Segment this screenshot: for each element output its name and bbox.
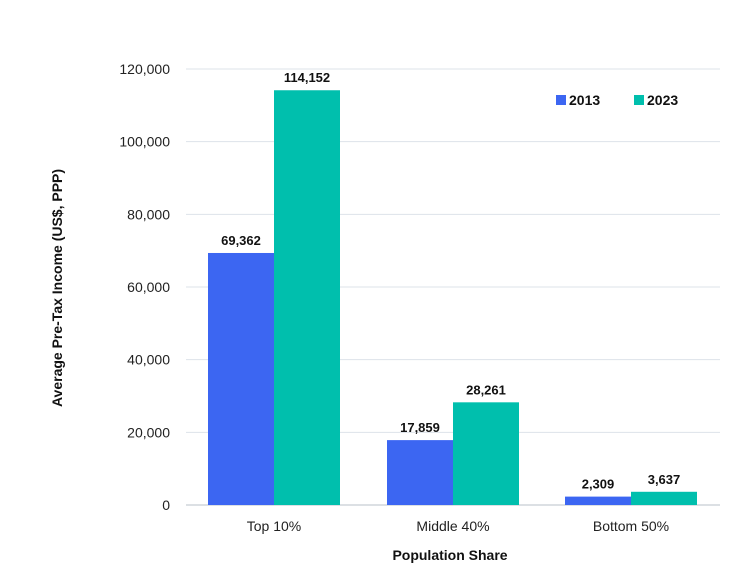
y-axis-title: Average Pre-Tax Income (US$, PPP) <box>49 169 65 407</box>
y-tick-label: 0 <box>162 497 170 513</box>
data-label: 17,859 <box>400 420 440 435</box>
data-label: 114,152 <box>284 70 330 85</box>
bar-2023-2 <box>631 491 697 505</box>
data-label: 2,309 <box>582 477 615 492</box>
bar-2013-0 <box>208 252 274 505</box>
data-label: 28,261 <box>466 382 506 397</box>
legend-swatch-2013 <box>556 95 566 105</box>
bar-2023-1 <box>453 402 519 505</box>
x-axis-categories: Top 10% Middle 40% Bottom 50% <box>247 518 669 534</box>
x-axis-title: Population Share <box>392 547 507 563</box>
bar-2023-0 <box>274 90 340 505</box>
legend-label-2013: 2013 <box>569 92 600 108</box>
bar-2013-2 <box>565 496 631 505</box>
x-category-label: Bottom 50% <box>593 518 669 534</box>
legend: 2013 2023 <box>556 92 678 108</box>
x-category-label: Middle 40% <box>416 518 489 534</box>
data-label: 3,637 <box>648 472 681 487</box>
y-tick-label: 20,000 <box>127 424 170 440</box>
data-labels: 69,362 114,152 17,859 28,261 2,309 3,637 <box>221 70 680 491</box>
y-tick-label: 40,000 <box>127 352 170 368</box>
y-tick-label: 100,000 <box>119 134 170 150</box>
y-tick-label: 60,000 <box>127 279 170 295</box>
data-label: 69,362 <box>221 233 261 248</box>
bar-2013-1 <box>387 440 453 505</box>
legend-swatch-2023 <box>634 95 644 105</box>
legend-label-2023: 2023 <box>647 92 678 108</box>
y-tick-label: 120,000 <box>119 61 170 77</box>
x-category-label: Top 10% <box>247 518 301 534</box>
bars <box>208 90 697 505</box>
y-tick-label: 80,000 <box>127 206 170 222</box>
y-axis-ticks: 0 20,000 40,000 60,000 80,000 100,000 120,000 <box>119 61 170 513</box>
